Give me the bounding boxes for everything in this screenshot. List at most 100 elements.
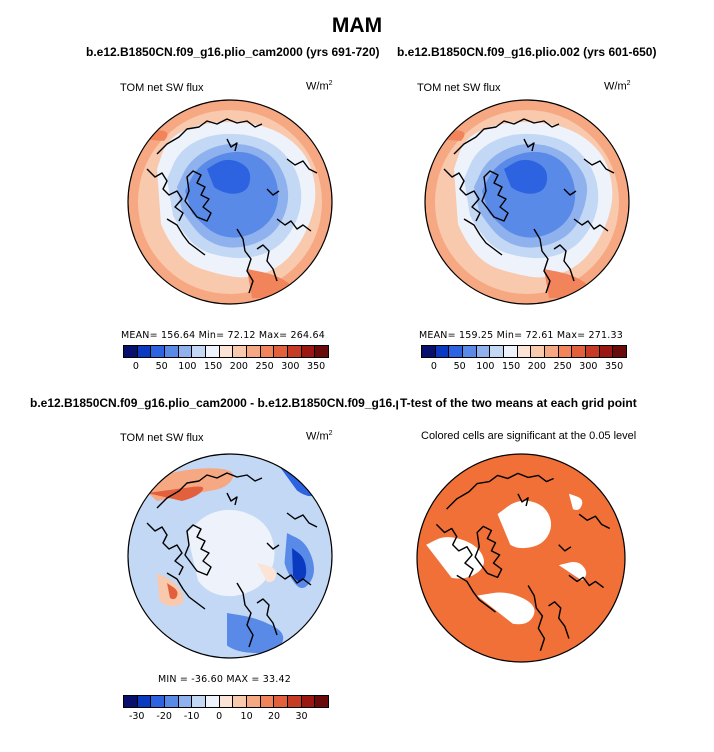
panel-1-colorbar-swatch	[151, 346, 166, 357]
panel-1-field-west-300	[141, 130, 168, 141]
panel-2-colorbar-tick-label: 100	[476, 361, 495, 372]
panel-4-coastline-3	[474, 525, 503, 579]
panel-3-polar-map	[127, 453, 333, 659]
panel-3-colorbar-tick-label: -30	[128, 711, 145, 722]
panel-1-coastline-7	[276, 218, 312, 232]
panel-1-polar-map	[127, 99, 333, 305]
panel-1-map-border	[127, 99, 333, 305]
panel-2-field-west-300	[438, 130, 465, 141]
panel-3-colorbar-tick-label: 30	[295, 711, 308, 722]
panel-3-colorbar-swatch	[301, 696, 316, 707]
panel-3-coastline-2	[146, 522, 184, 576]
panel-2-colorbar-swatch	[422, 346, 436, 357]
panel-2-colorbar-tick-label: 250	[553, 361, 572, 372]
panel-4-title: T-test of the two means at each grid poi…	[398, 396, 637, 410]
panel-3-units: W/m2	[306, 430, 333, 443]
panel-3-colorbar-tick-label: 10	[240, 711, 253, 722]
panel-1-colorbar-tick-label: 200	[229, 361, 248, 372]
panel-4-coastline-8	[578, 513, 611, 530]
panel-3-coastline-10	[266, 542, 280, 550]
panel-1-colorbar-swatch	[206, 346, 220, 357]
panel-4-map-border	[416, 453, 626, 663]
panel-4-coastline-9	[517, 493, 529, 507]
panel-2-map-border	[424, 99, 630, 305]
panel-2-coastline-3	[481, 170, 509, 222]
panel-1-colorbar-swatch	[124, 346, 138, 357]
panel-2-coastline-6	[553, 244, 575, 282]
panel-4-coastline-2	[435, 523, 474, 578]
panel-1-field-core-low	[207, 159, 251, 194]
panel-3-field-center-neutral	[187, 509, 275, 597]
panel-1-colorbar-swatch	[247, 346, 261, 357]
panel-3-stats: MIN = -36.60 MAX = 33.42	[158, 674, 291, 685]
panel-3-colorbar-swatch	[288, 696, 302, 707]
panel-1-colorbar-tick-label: 300	[281, 361, 300, 372]
panel-2-colorbar-tick-label: 350	[605, 361, 624, 372]
panel-1-coastline-3	[184, 170, 212, 222]
panel-3-colorbar-swatch	[274, 696, 289, 707]
panel-3-field-south-negative	[227, 613, 284, 653]
panel-4-nonsignificant-ne	[568, 493, 583, 511]
panel-1-colorbar-tick-label: 150	[204, 361, 223, 372]
panel-1-colorbar-swatch	[137, 346, 152, 357]
panel-2-colorbar-tick-label: 50	[453, 361, 466, 372]
panel-2-units: W/m2	[604, 80, 631, 93]
panel-1-colorbar-tick-label: 50	[155, 361, 168, 372]
panel-2-colorbar-tick-label: 0	[430, 361, 437, 372]
panel-2-coastline-1	[453, 118, 560, 155]
panel-3-colorbar-swatch	[178, 696, 193, 707]
panel-2-colorbar-tick-label: 300	[579, 361, 598, 372]
panel-2-title: b.e12.B1850CN.f09_g16.plio.002 (yrs 601-…	[397, 45, 657, 59]
panel-4-nonsignificant-south	[477, 592, 535, 625]
panel-2-stats: MEAN= 159.25 Min= 72.61 Max= 271.33	[419, 330, 623, 341]
panel-2-coastline-2	[443, 168, 481, 222]
panel-3-colorbar-tick-label: 20	[268, 711, 281, 722]
panel-1-coastline-10	[266, 188, 280, 196]
panel-2-coastline-9	[523, 138, 535, 152]
panel-2-colorbar-swatch	[449, 346, 464, 357]
panel-2-colorbar-swatch	[435, 346, 450, 357]
panel-3-coastline-1	[156, 472, 263, 509]
panel-1-colorbar-swatch	[178, 346, 193, 357]
panel-4-nonsignificant-west	[426, 537, 484, 579]
panel-4-coastline-1	[446, 472, 554, 510]
panel-1-colorbar-tick-label: 0	[132, 361, 139, 372]
panel-1-colorbar-tick-label: 250	[255, 361, 274, 372]
panel-2-coastline-5	[533, 228, 551, 294]
panel-1-coastline-1	[156, 118, 263, 155]
panel-3-colorbar-tick-label: -10	[183, 711, 200, 722]
panel-1-title: b.e12.B1850CN.f09_g16.plio_cam2000 (yrs …	[86, 45, 380, 59]
panel-1-colorbar-swatch	[274, 346, 289, 357]
panel-3-colorbar-swatch	[124, 696, 138, 707]
panel-2-colorbar-swatch	[599, 346, 614, 357]
panel-3-coastline-9	[226, 492, 238, 506]
panel-3-colorbar-swatch	[315, 696, 329, 707]
panel-1-variable-label: TOM net SW flux	[120, 82, 204, 94]
panel-2-coastline-7	[573, 218, 609, 232]
panel-2-colorbar-swatch	[558, 346, 573, 357]
panel-3-coastline-5	[236, 582, 254, 648]
panel-4-coastline-5	[527, 585, 546, 651]
panel-2-colorbar-swatch	[545, 346, 559, 357]
panel-3-title: b.e12.B1850CN.f09_g16.plio_cam2000 - b.e…	[30, 396, 441, 410]
figure-title: MAM	[331, 14, 383, 37]
panel-2-colorbar-swatch	[586, 346, 600, 357]
panel-4-significance-map	[416, 453, 626, 663]
panel-1-coastline-9	[226, 138, 238, 152]
panel-2-polar-map	[424, 99, 630, 305]
panel-1-colorbar-swatch	[301, 346, 316, 357]
panel-2-colorbar-swatch	[572, 346, 587, 357]
panel-4-coastline-7	[568, 574, 605, 589]
panel-2-colorbar-tick-label: 150	[502, 361, 521, 372]
panel-2-colorbar-swatch	[476, 346, 491, 357]
panel-1-colorbar-swatch	[192, 346, 207, 357]
panel-2-colorbar-swatch	[517, 346, 532, 357]
panel-1-colorbar	[123, 345, 329, 358]
panel-3-colorbar-swatch	[260, 696, 275, 707]
panel-4-coastline-4	[456, 574, 496, 613]
panel-1-colorbar-swatch	[260, 346, 275, 357]
panel-2-colorbar-swatch	[531, 346, 546, 357]
panel-3-coastline-3	[184, 524, 212, 576]
panel-4-annotation: Colored cells are significant at the 0.0…	[421, 430, 637, 442]
panel-1-stats: MEAN= 156.64 Min= 72.12 Max= 264.64	[121, 330, 325, 341]
